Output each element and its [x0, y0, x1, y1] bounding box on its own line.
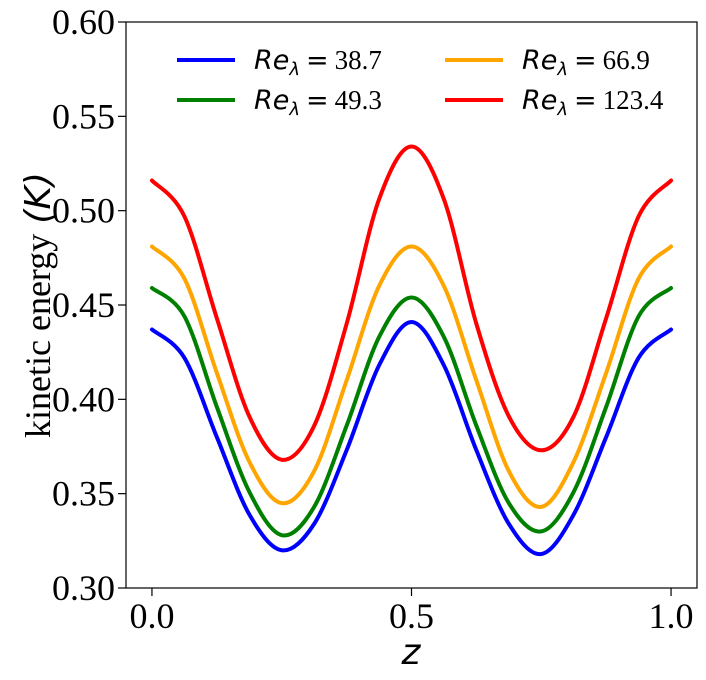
y-tick-label: 0.55 [52, 96, 115, 136]
legend-equals: = [306, 45, 329, 76]
y-tick-label: 0.50 [52, 191, 115, 231]
series-line-1 [149, 286, 674, 538]
x-tick-label: 0.5 [389, 596, 434, 636]
legend-item: Reλ = 49.3 [177, 85, 382, 120]
legend-value: 123.4 [603, 85, 664, 115]
legend-label: Reλ = 66.9 [522, 45, 650, 80]
legend-label: Reλ = 38.7 [254, 45, 382, 80]
y-tick-label: 0.40 [52, 379, 115, 419]
legend-label: Reλ = 123.4 [522, 85, 664, 120]
y-tick-label: 0.45 [52, 285, 115, 325]
legend-subscript: λ [556, 99, 568, 120]
legend-subscript: λ [288, 99, 300, 120]
legend-value: 66.9 [603, 45, 650, 75]
series-layer [149, 144, 674, 557]
legend-symbol: Re [254, 45, 289, 76]
legend-equals: = [306, 85, 329, 116]
y-tick-label: 0.60 [52, 2, 115, 42]
y-tick-label: 0.35 [52, 474, 115, 514]
legend-symbol: Re [522, 45, 557, 76]
plot-area [125, 21, 698, 589]
legend-item: Reλ = 66.9 [445, 45, 650, 80]
series-line-0 [149, 319, 674, 557]
y-axis-title-symbol: (K) [18, 172, 59, 224]
y-axis-title: kinetic energy (K) [18, 172, 59, 438]
series-line-2 [149, 244, 674, 509]
legend-symbol: Re [254, 85, 289, 116]
y-axis: 0.30 0.35 0.40 0.45 0.50 0.55 0.60 [52, 2, 126, 608]
legend-equals: = [574, 45, 597, 76]
legend-label: Reλ = 49.3 [254, 85, 382, 120]
x-axis: 0.0 0.5 1.0 [129, 588, 694, 636]
x-tick-label: 1.0 [649, 596, 694, 636]
legend-subscript: λ [556, 59, 568, 80]
legend-subscript: λ [288, 59, 300, 80]
legend-equals: = [574, 85, 597, 116]
legend-symbol: Re [522, 85, 557, 116]
legend-value: 49.3 [335, 85, 382, 115]
y-axis-title-text: kinetic energy [18, 234, 58, 438]
legend-value: 38.7 [335, 45, 382, 75]
x-tick-label: 0.0 [129, 596, 174, 636]
y-tick-label: 0.30 [52, 568, 115, 608]
x-axis-title: z [401, 632, 422, 673]
legend-item: Reλ = 38.7 [177, 45, 382, 80]
legend-item: Reλ = 123.4 [445, 85, 664, 120]
series-line-3 [149, 144, 674, 462]
